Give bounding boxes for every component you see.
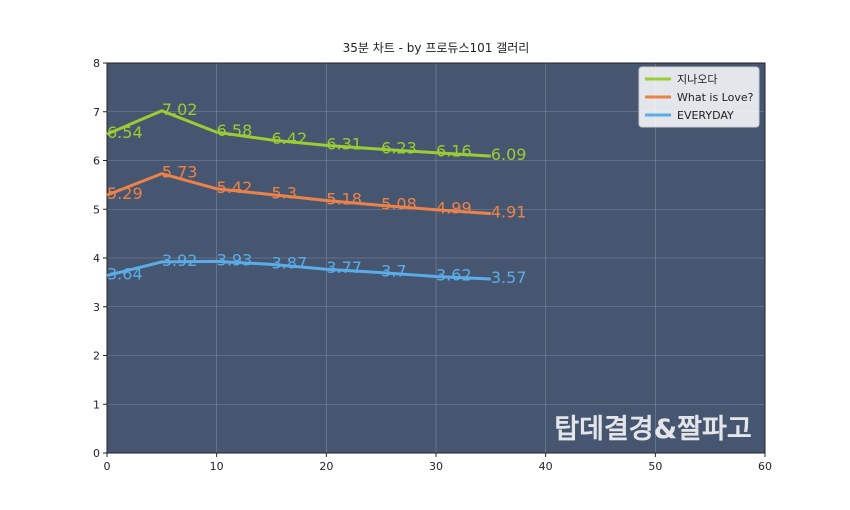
series-line	[106, 172, 491, 216]
x-tick-label: 50	[648, 460, 662, 473]
data-label: 6.31	[326, 134, 362, 153]
legend-label: 지나오다	[677, 73, 717, 86]
data-label: 3.57	[491, 268, 527, 287]
y-tick-label: 7	[93, 106, 100, 119]
data-label: 6.16	[436, 142, 472, 161]
data-label: 4.99	[436, 199, 472, 218]
chart-title: 35분 차트 - by 프로듀스101 갤러리	[343, 41, 530, 55]
data-label: 3.64	[107, 265, 143, 284]
legend-box	[638, 66, 760, 128]
data-label: 3.92	[162, 251, 198, 270]
x-tick-label: 0	[104, 460, 111, 473]
y-tick-label: 8	[93, 57, 100, 70]
y-tick-label: 2	[93, 350, 100, 363]
y-tick-label: 3	[93, 301, 100, 314]
data-label: 7.02	[162, 100, 198, 119]
series-line	[106, 259, 491, 281]
data-label: 6.09	[491, 145, 527, 164]
data-label: 5.73	[162, 163, 198, 182]
data-label: 6.23	[381, 138, 417, 157]
data-label: 6.54	[107, 123, 143, 142]
y-tick-label: 4	[93, 252, 100, 265]
watermark: 탑데결경&짤파고	[554, 414, 751, 445]
data-label: 5.29	[107, 184, 143, 203]
y-tick-label: 0	[93, 447, 100, 460]
legend-label: What is Love?	[677, 91, 754, 104]
data-label: 6.58	[217, 121, 253, 140]
data-label: 4.91	[491, 203, 527, 222]
data-label: 3.77	[326, 258, 362, 277]
data-label: 3.62	[436, 266, 472, 285]
x-tick-label: 20	[319, 460, 333, 473]
data-label: 5.18	[326, 189, 362, 208]
series-line	[106, 109, 491, 158]
data-label: 3.93	[217, 250, 253, 269]
x-tick-label: 10	[210, 460, 224, 473]
data-label: 5.42	[217, 178, 253, 197]
y-tick-label: 5	[93, 203, 100, 216]
data-label: 3.87	[272, 253, 308, 272]
data-label: 6.42	[272, 129, 308, 148]
data-label: 5.3	[272, 184, 297, 203]
x-tick-label: 30	[429, 460, 443, 473]
y-tick-label: 6	[93, 155, 100, 168]
data-label: 5.08	[381, 194, 417, 213]
y-tick-label: 1	[93, 398, 100, 411]
legend-label: EVERYDAY	[677, 109, 734, 122]
data-label: 3.7	[381, 262, 406, 281]
x-tick-label: 60	[758, 460, 772, 473]
x-tick-label: 40	[539, 460, 553, 473]
plot-frame	[106, 62, 766, 454]
